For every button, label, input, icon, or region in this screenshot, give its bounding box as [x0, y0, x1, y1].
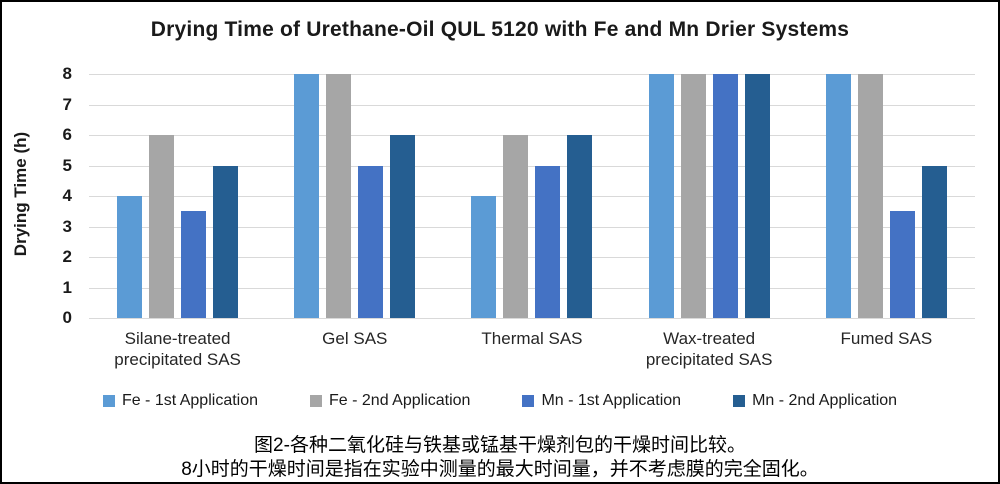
y-tick-label: 3	[62, 216, 72, 236]
bar	[889, 211, 915, 318]
legend-item: Fe - 1st Application	[102, 392, 259, 410]
legend-swatch	[310, 395, 323, 407]
x-category-label: Fumed SAS	[840, 329, 933, 348]
y-tick-label: 1	[62, 277, 72, 297]
bar	[744, 74, 770, 318]
bar	[567, 135, 593, 318]
bar	[149, 135, 175, 318]
gridline	[89, 135, 975, 136]
y-tick-label: 0	[62, 308, 72, 327]
y-tick-label: 7	[62, 94, 72, 114]
bar	[857, 74, 883, 318]
x-category-label: Silane-treated precipitated SAS	[114, 329, 241, 370]
legend-item: Mn - 2nd Application	[733, 392, 897, 410]
bar	[503, 135, 529, 318]
plot-area	[89, 74, 975, 319]
bar	[117, 196, 143, 318]
bar	[680, 74, 706, 318]
legend-swatch	[522, 395, 535, 407]
bar	[390, 135, 416, 318]
x-category-label: Gel SAS	[322, 329, 388, 348]
legend-swatch	[733, 395, 746, 407]
legend-item: Fe - 2nd Application	[310, 392, 470, 410]
legend-label: Fe - 1st Application	[121, 392, 259, 409]
caption: 图2-各种二氧化硅与铁基或锰基干燥剂包的干燥时间比较。 8小时的干燥时间是指在实…	[2, 434, 998, 482]
gridline	[89, 104, 975, 106]
x-category-label: Thermal SAS	[481, 329, 583, 348]
y-tick-label: 2	[62, 247, 72, 266]
y-tick-label: 4	[62, 186, 72, 205]
legend: Fe - 1st Application Fe - 2nd Application…	[2, 392, 998, 410]
gridline	[89, 287, 975, 289]
gridline	[89, 318, 975, 319]
legend-label: Mn - 2nd Application	[752, 392, 898, 409]
bar	[326, 74, 352, 318]
bar	[213, 165, 239, 318]
bar-group	[825, 74, 947, 318]
caption-line-1: 图2-各种二氧化硅与铁基或锰基干燥剂包的干燥时间比较。	[254, 435, 746, 456]
bars	[89, 74, 975, 318]
gridline	[89, 257, 975, 258]
bar	[535, 165, 561, 318]
bar-group	[117, 74, 239, 318]
chart-title: Drying Time of Urethane-Oil QUL 5120 wit…	[150, 18, 850, 41]
x-axis-labels: Silane-treated precipitated SAS Gel SAS Th…	[89, 328, 975, 371]
y-tick-label: 6	[62, 125, 72, 144]
gridline	[89, 74, 975, 75]
y-axis-title: Drying Time (h)	[11, 131, 30, 257]
legend-label: Fe - 2nd Application	[329, 392, 471, 409]
bar	[648, 74, 674, 318]
bar-group	[471, 74, 593, 318]
caption-line-2: 8小时的干燥时间是指在实验中测量的最大时间量，并不考虑膜的完全固化。	[181, 459, 819, 481]
bar	[294, 74, 320, 318]
legend-label: Mn - 1st Application	[541, 392, 682, 409]
legend-swatch	[102, 395, 115, 407]
x-category-label: Wax-treated precipitated SAS	[645, 329, 773, 370]
bar-group	[648, 74, 770, 318]
bar-group	[294, 74, 416, 318]
bar	[471, 196, 497, 318]
gridline	[89, 165, 975, 167]
gridline	[89, 196, 975, 197]
y-tick-label: 8	[62, 64, 72, 83]
bar	[181, 211, 207, 318]
gridline	[89, 226, 975, 228]
bar	[712, 74, 738, 318]
y-tick-label: 5	[62, 155, 72, 175]
bar	[825, 74, 851, 318]
legend-item: Mn - 1st Application	[522, 392, 681, 410]
bar	[358, 165, 384, 318]
y-axis-ticks: 0 1 2 3 4 5 6 7 8	[42, 64, 80, 327]
bar	[921, 165, 947, 318]
